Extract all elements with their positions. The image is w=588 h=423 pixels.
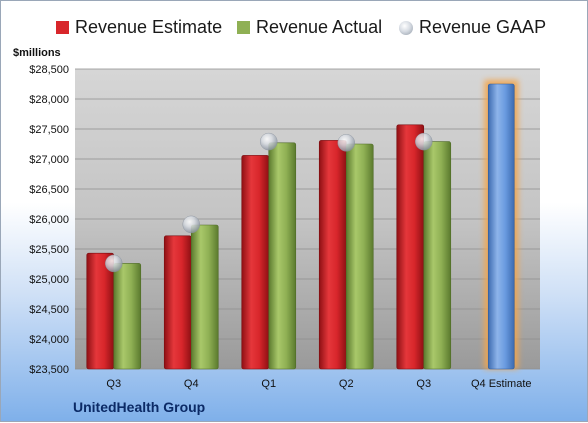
y-tick-label: $25,500	[29, 244, 69, 256]
legend-marker-gaap	[399, 20, 413, 35]
bar-estimate	[396, 124, 425, 370]
bar-actual	[345, 143, 374, 370]
bar-actual	[423, 141, 452, 370]
y-tick-label: $23,500	[29, 364, 69, 376]
legend-item-gaap: Revenue GAAP	[399, 17, 546, 38]
x-axis-tick-labels: Q3 Q4 Q1 Q2 Q3 Q4 Estimate	[106, 378, 531, 390]
bar-estimate	[318, 140, 347, 370]
y-tick-label: $25,000	[29, 274, 69, 286]
bar-estimate	[163, 235, 192, 370]
gaap-marker	[182, 215, 200, 234]
x-tick-label: Q4	[184, 378, 199, 390]
company-name: UnitedHealth Group	[73, 399, 206, 415]
y-tick-label: $26,000	[29, 214, 69, 226]
bar-forecast	[487, 83, 515, 370]
bar-estimate	[241, 155, 270, 370]
gaap-marker	[337, 134, 355, 152]
y-tick-label: $27,500	[29, 124, 69, 136]
legend-swatch-actual	[237, 21, 250, 34]
legend-swatch-estimate	[56, 21, 69, 34]
legend-item-actual: Revenue Actual	[237, 17, 382, 38]
gaap-marker	[105, 254, 123, 273]
y-tick-label: $27,000	[29, 154, 69, 166]
y-tick-label: $24,000	[29, 334, 69, 346]
legend-label-gaap: Revenue GAAP	[419, 17, 547, 37]
bar-actual	[190, 224, 219, 370]
gaap-marker	[260, 132, 278, 151]
y-tick-label: $26,500	[29, 184, 69, 196]
x-tick-label: Q4 Estimate	[471, 378, 532, 390]
legend: Revenue Estimate Revenue Actual Revenue …	[1, 17, 588, 43]
bar-actual	[268, 142, 297, 370]
legend-label-estimate: Revenue Estimate	[75, 17, 223, 37]
legend-item-estimate: Revenue Estimate	[56, 17, 222, 38]
gaap-marker	[415, 132, 433, 151]
y-tick-label: $28,500	[29, 64, 69, 76]
bars	[86, 80, 519, 370]
x-tick-label: Q2	[339, 378, 354, 390]
x-tick-label: Q3	[416, 378, 431, 390]
legend-label-actual: Revenue Actual	[256, 17, 383, 37]
y-tick-label: $24,500	[29, 304, 69, 316]
units-label: $millions	[13, 47, 61, 59]
y-axis-tick-labels: $23,500 $24,000 $24,500 $25,000 $25,500 $26,0…	[29, 64, 69, 376]
x-tick-label: Q3	[106, 378, 121, 390]
y-tick-label: $28,000	[29, 94, 69, 106]
gaap-markers	[105, 132, 433, 273]
bar-actual	[113, 263, 142, 370]
gridlines	[75, 68, 540, 370]
x-tick-label: Q1	[261, 378, 276, 390]
